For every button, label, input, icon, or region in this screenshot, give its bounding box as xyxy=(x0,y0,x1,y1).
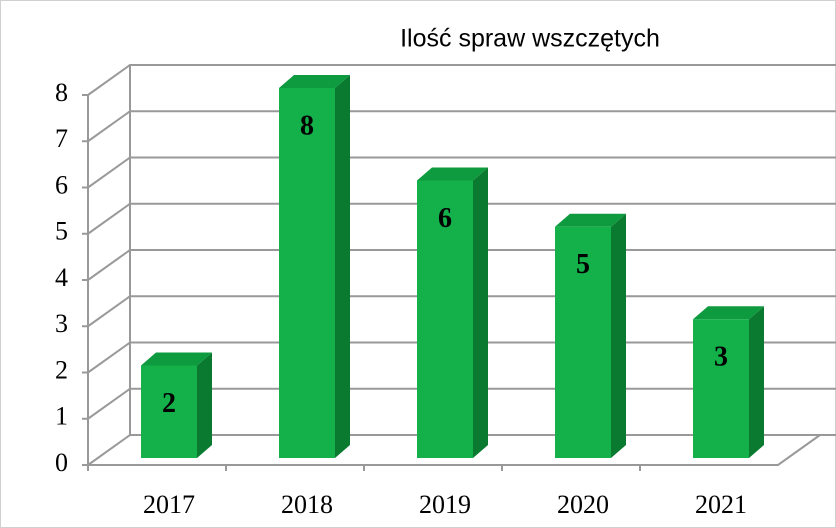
bar-top xyxy=(693,306,764,320)
y-tick-label: 3 xyxy=(55,309,68,338)
bar-side xyxy=(473,167,488,458)
y-tick-label: 6 xyxy=(55,170,68,199)
data-label: 3 xyxy=(714,342,728,373)
y-tick-label: 2 xyxy=(55,355,68,384)
bar xyxy=(141,365,197,458)
bar-top xyxy=(141,352,212,366)
x-tick-label: 2018 xyxy=(281,490,333,519)
floor-edge xyxy=(88,434,821,466)
x-tick-label: 2020 xyxy=(557,490,609,519)
x-tick-label: 2019 xyxy=(419,490,471,519)
bar-side xyxy=(335,75,350,458)
data-label: 6 xyxy=(438,203,452,234)
bar-side xyxy=(611,213,626,458)
x-tick-label: 2021 xyxy=(695,490,747,519)
bar xyxy=(417,180,473,458)
bar xyxy=(279,88,335,458)
bar xyxy=(693,319,749,458)
x-tick-label: 2017 xyxy=(143,490,195,519)
data-label: 2 xyxy=(162,388,176,419)
bar-top xyxy=(279,75,350,88)
bar-side xyxy=(749,306,764,458)
y-tick-label: 4 xyxy=(55,263,68,292)
y-tick-label: 1 xyxy=(55,402,68,431)
chart-title: Ilość spraw wszczętych xyxy=(400,25,660,53)
bar-top xyxy=(417,167,488,181)
bar-top xyxy=(555,213,626,227)
grid-line xyxy=(87,110,836,143)
grid-line xyxy=(87,156,836,189)
grid-line xyxy=(87,64,836,96)
data-label: 8 xyxy=(300,110,314,141)
bar xyxy=(555,226,611,458)
y-tick-label: 0 xyxy=(55,448,68,477)
y-tick-label: 7 xyxy=(55,124,68,153)
data-label: 5 xyxy=(576,249,590,280)
grid-line xyxy=(87,202,836,235)
bar-side xyxy=(197,352,212,458)
y-tick-label: 8 xyxy=(55,78,68,107)
y-tick-label: 5 xyxy=(55,217,68,246)
